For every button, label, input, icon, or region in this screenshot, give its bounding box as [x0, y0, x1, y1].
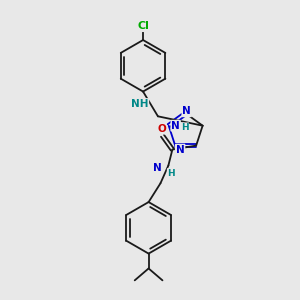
Text: H: H — [168, 169, 175, 178]
Text: N: N — [153, 164, 162, 173]
Text: N: N — [182, 106, 191, 116]
Text: N: N — [171, 121, 180, 131]
Text: NH: NH — [131, 99, 148, 109]
Text: N: N — [176, 145, 184, 154]
Text: O: O — [157, 124, 166, 134]
Text: Cl: Cl — [137, 21, 149, 31]
Text: H: H — [181, 123, 188, 132]
